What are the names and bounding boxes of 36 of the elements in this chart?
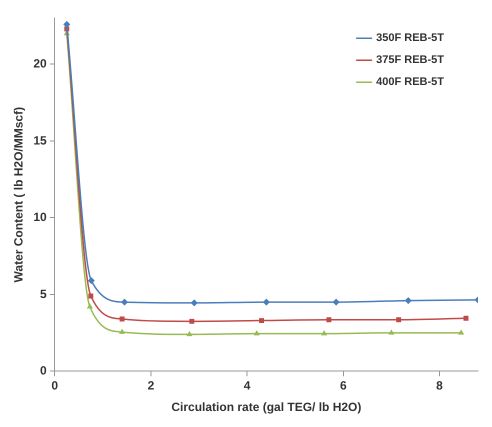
- x-tick-label: 2: [148, 378, 155, 393]
- point: [119, 328, 126, 334]
- x-tick-label: 4: [244, 378, 251, 393]
- point: [464, 316, 468, 321]
- legend-label: 350F REB-5T: [376, 32, 444, 44]
- point: [190, 299, 198, 306]
- y-tick-label: 15: [33, 133, 48, 148]
- point: [189, 318, 194, 324]
- point: [88, 294, 94, 298]
- x-tick-label: 0: [51, 378, 58, 393]
- x-tick-label: 6: [340, 378, 347, 393]
- point: [396, 317, 402, 322]
- y-axis-title: Water Content ( lb H2O/MMscf): [12, 106, 26, 282]
- point: [63, 20, 70, 28]
- point: [88, 277, 95, 284]
- point: [458, 329, 464, 335]
- point: [326, 317, 332, 322]
- legend-label: 400F REB-5T: [376, 76, 444, 88]
- x-tick-label: 8: [436, 378, 444, 393]
- point: [262, 298, 270, 306]
- y-tick-label: 0: [40, 364, 48, 378]
- point: [404, 297, 412, 304]
- point: [259, 318, 264, 324]
- y-tick-label: 5: [40, 286, 48, 301]
- point: [332, 298, 340, 306]
- y-tick-label: 10: [33, 210, 48, 224]
- point: [321, 330, 328, 336]
- point: [254, 330, 260, 336]
- point: [86, 303, 93, 308]
- point: [186, 330, 192, 336]
- x-axis-title: Circulation rate (gal TEG/ lb H2O): [171, 400, 362, 414]
- y-tick-label: 20: [33, 56, 48, 71]
- point: [388, 329, 394, 335]
- point: [120, 298, 128, 306]
- point: [120, 316, 125, 322]
- legend-label: 375F REB-5T: [376, 54, 444, 66]
